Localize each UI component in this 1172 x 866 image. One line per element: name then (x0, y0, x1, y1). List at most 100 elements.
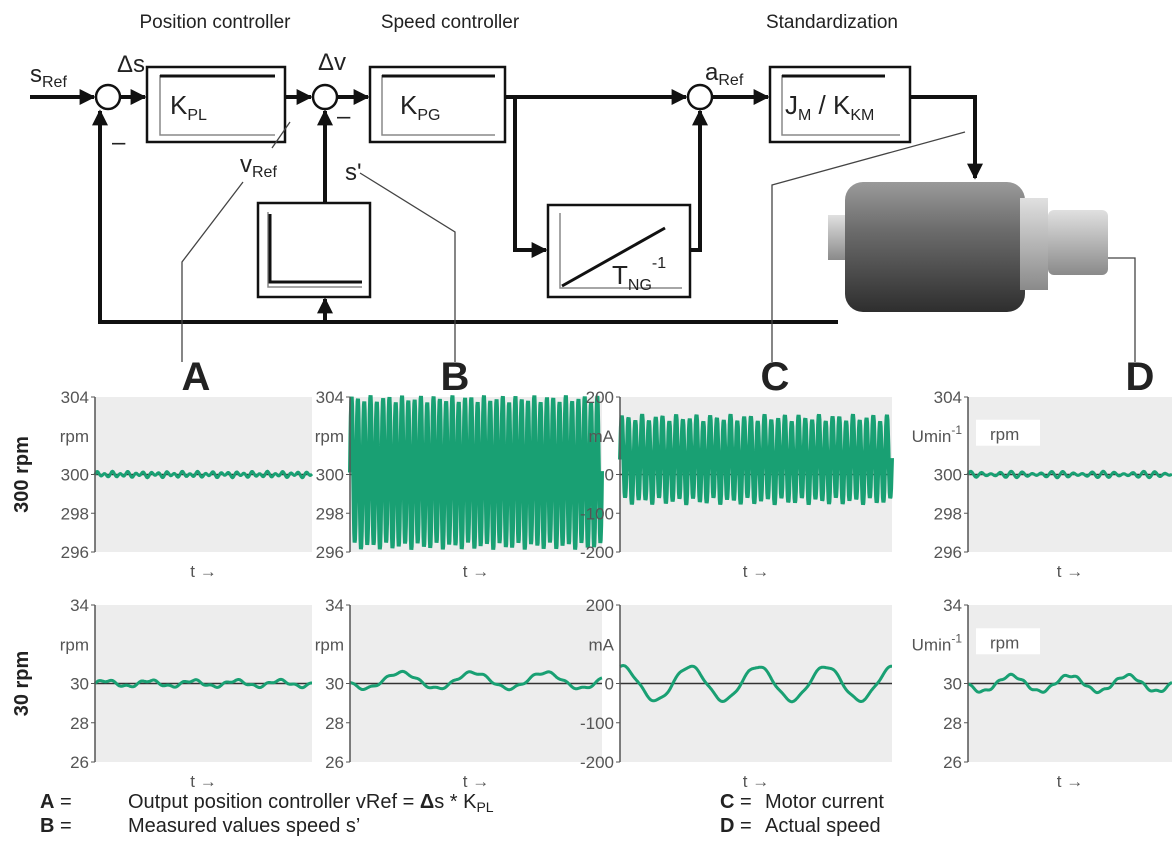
inner-unit-box (976, 419, 1040, 446)
signal-trace (966, 469, 1172, 480)
inner-unit-box (976, 628, 1040, 655)
heading: Standardization (766, 12, 898, 33)
unit-label: rpm (315, 635, 344, 654)
legend-text: Output position controller vRef = Δs * K… (128, 791, 494, 815)
unit: rpm (315, 427, 344, 446)
y-tick-label: 28 (70, 714, 89, 733)
y-tick-label: 304 (934, 388, 962, 407)
y-tick-label: 296 (316, 543, 344, 562)
legend-eq: = (740, 815, 752, 837)
unit-exponent: -1 (951, 423, 962, 437)
legend-text: Motor current (765, 791, 884, 813)
inner-unit: rpm (990, 425, 1019, 444)
y-tick-label: -200 (580, 753, 614, 772)
unit-label: mA (589, 427, 615, 446)
y-tick-label: 26 (70, 753, 89, 772)
signal-trace (967, 672, 1172, 695)
signal-label: Δv (318, 49, 346, 76)
legend: A = Output position controller vRef = Δs *… (40, 791, 884, 837)
block-label: KPG (400, 90, 440, 124)
x-axis-label: t → (463, 772, 489, 791)
signal-label: Δs (117, 51, 145, 78)
y-tick-label: 26 (325, 753, 344, 772)
row-label: 300 rpm (11, 436, 33, 513)
unit: mA (589, 635, 615, 654)
y-tick-label: 304 (61, 388, 89, 407)
signal-trace (93, 677, 312, 690)
y-tick-label: 34 (943, 596, 962, 615)
y-tick-label: 298 (934, 504, 962, 523)
x-axis-label: t → (743, 772, 769, 791)
y-tick-label: 28 (943, 714, 962, 733)
column-letter: A (182, 355, 211, 399)
unit-label: Umin-1 (912, 631, 963, 654)
x-axis-label: t → (743, 562, 769, 581)
row-label: 30 rpm (11, 651, 33, 717)
unit-label: Umin-1 (912, 423, 963, 446)
signal-trace (348, 395, 604, 550)
y-tick-label: 26 (943, 753, 962, 772)
legend-eq: = (60, 791, 72, 813)
y-tick-label: 200 (586, 596, 614, 615)
y-tick-label: 30 (325, 675, 344, 694)
unit-exponent: -1 (951, 631, 962, 645)
x-axis-label: t → (1057, 772, 1083, 791)
block-label: TNG-1 (612, 255, 666, 294)
legend-eq: = (60, 815, 72, 837)
unit: rpm (60, 427, 89, 446)
y-tick-label: -200 (580, 543, 614, 562)
signal-label: vRef (240, 151, 277, 181)
y-tick-label: 28 (325, 714, 344, 733)
legend-text: Measured values speed s’ (128, 815, 360, 837)
y-tick-label: 34 (70, 596, 89, 615)
unit-label: rpm (60, 427, 89, 446)
y-tick-label: 304 (316, 388, 344, 407)
y-tick-label: 34 (325, 596, 344, 615)
y-tick-label: 300 (61, 466, 89, 485)
legend-text-part: Output position controller vRef = (128, 791, 420, 813)
y-tick-label: 296 (61, 543, 89, 562)
legend-text-part: Motor current (765, 791, 884, 813)
unit: Umin (912, 635, 952, 654)
minus-sign: – (337, 103, 351, 130)
column-letter: B (441, 355, 470, 399)
legend-text-part: Δ (420, 791, 434, 813)
legend-eq: = (740, 791, 752, 813)
y-tick-label: 298 (316, 504, 344, 523)
legend-key: A (40, 791, 54, 813)
legend-text-part: s * K (434, 791, 477, 813)
signal-label: s' (345, 159, 362, 186)
legend-text-part: Measured values speed s’ (128, 815, 360, 837)
column-letter: D (1126, 355, 1155, 399)
x-axis-label: t → (190, 772, 216, 791)
y-tick-label: 300 (316, 466, 344, 485)
unit-label: rpm (315, 427, 344, 446)
unit: Umin (912, 427, 952, 446)
y-tick-label: 0 (605, 466, 614, 485)
heading: Speed controller (381, 12, 520, 33)
y-tick-label: -100 (580, 714, 614, 733)
unit: mA (589, 427, 615, 446)
signal-label: aRef (705, 59, 744, 89)
inner-unit: rpm (990, 633, 1019, 652)
x-axis-label: t → (1057, 562, 1083, 581)
signal-label: sRef (30, 61, 67, 91)
block-label: KPL (170, 90, 207, 124)
legend-key: B (40, 815, 54, 837)
block-label: JM / KKM (785, 90, 874, 124)
unit-label: rpm (60, 635, 89, 654)
y-tick-label: 296 (934, 543, 962, 562)
signal-trace (349, 669, 603, 692)
unit-label: mA (589, 635, 615, 654)
signal-trace (618, 413, 894, 506)
unit: rpm (60, 635, 89, 654)
legend-text: Actual speed (765, 815, 881, 837)
signal-trace (619, 663, 892, 704)
signal-trace (93, 469, 314, 480)
minus-sign: – (112, 129, 126, 156)
legend-key: D (720, 815, 734, 837)
y-tick-label: 298 (61, 504, 89, 523)
